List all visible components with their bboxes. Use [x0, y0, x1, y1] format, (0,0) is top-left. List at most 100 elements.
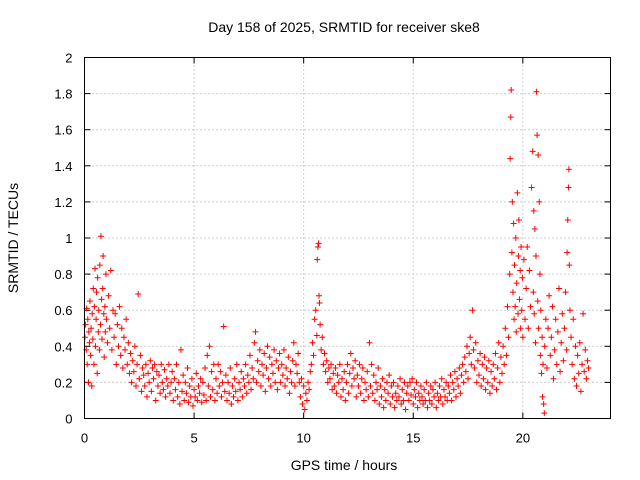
data-point — [231, 375, 238, 382]
data-point — [157, 390, 164, 397]
data-point — [271, 346, 278, 353]
data-point — [347, 350, 354, 357]
data-point — [192, 393, 199, 400]
data-point — [509, 289, 516, 296]
data-point — [547, 352, 554, 359]
data-point — [355, 383, 362, 390]
x-tick-label: 0 — [81, 431, 88, 446]
data-point — [291, 383, 298, 390]
data-point — [82, 321, 89, 328]
y-tick-label: 2 — [65, 51, 72, 66]
data-point — [159, 379, 166, 386]
data-point — [476, 372, 482, 379]
data-point — [541, 410, 548, 417]
data-point — [257, 383, 264, 390]
data-point — [122, 346, 129, 353]
data-point — [88, 325, 95, 332]
data-point — [228, 401, 235, 408]
data-point — [165, 361, 172, 368]
data-point — [153, 368, 160, 375]
data-point — [481, 354, 488, 361]
data-point — [540, 401, 547, 408]
data-point — [98, 296, 105, 303]
data-point — [585, 364, 592, 371]
data-point — [91, 303, 98, 310]
data-point — [126, 370, 133, 377]
data-point — [345, 390, 352, 397]
data-point — [151, 361, 158, 368]
data-point — [446, 390, 453, 397]
data-point — [574, 352, 581, 359]
data-point — [317, 321, 324, 328]
data-point — [396, 393, 403, 400]
y-tick-label: 0.4 — [54, 339, 72, 354]
data-point — [282, 383, 289, 390]
data-point — [85, 328, 92, 335]
data-point — [314, 256, 321, 263]
data-point — [203, 397, 210, 404]
data-point — [474, 357, 481, 364]
data-point — [560, 357, 567, 364]
data-point — [519, 334, 526, 341]
data-point — [276, 350, 283, 357]
data-point — [93, 289, 100, 296]
data-point — [128, 379, 135, 386]
data-point — [463, 343, 470, 350]
data-point — [234, 397, 241, 404]
data-point — [577, 388, 584, 395]
data-point — [491, 375, 498, 382]
data-point — [275, 364, 282, 371]
data-point — [209, 386, 216, 393]
data-point — [573, 383, 580, 390]
data-point — [285, 354, 292, 361]
data-point — [99, 336, 106, 343]
data-point — [543, 364, 550, 371]
data-point — [219, 379, 226, 386]
data-point — [161, 366, 168, 373]
data-point — [461, 354, 468, 361]
data-point — [264, 343, 271, 350]
data-point — [411, 386, 418, 393]
data-point — [458, 372, 465, 379]
data-point — [505, 334, 512, 341]
data-point — [152, 397, 159, 404]
y-tick-label: 1 — [65, 231, 72, 246]
data-point — [239, 393, 246, 400]
data-point — [189, 402, 196, 409]
data-point — [552, 316, 559, 323]
data-point — [435, 397, 442, 404]
data-point — [465, 375, 472, 382]
data-point — [226, 390, 233, 397]
x-tick-label: 20 — [516, 431, 530, 446]
data-point — [371, 397, 378, 404]
data-point — [102, 271, 109, 278]
data-point — [84, 361, 91, 368]
data-point — [286, 390, 293, 397]
data-point — [146, 379, 153, 386]
data-point — [532, 339, 539, 346]
data-point — [277, 379, 284, 386]
data-point — [86, 298, 93, 305]
data-point — [325, 364, 332, 371]
data-point — [252, 328, 259, 335]
data-point — [428, 401, 435, 408]
data-point — [328, 361, 335, 368]
data-point — [398, 401, 405, 408]
data-point — [93, 316, 100, 323]
data-point — [95, 328, 102, 335]
data-point — [164, 383, 171, 390]
data-point — [318, 346, 325, 353]
y-axis-label: SRMTID / TECUs — [5, 183, 21, 293]
data-point — [564, 216, 571, 223]
data-point — [486, 390, 493, 397]
data-point — [182, 379, 189, 386]
data-point — [301, 406, 308, 413]
data-point — [92, 343, 99, 350]
data-point — [374, 386, 381, 393]
data-point — [500, 343, 507, 350]
data-point — [94, 274, 101, 281]
data-point — [508, 249, 515, 256]
data-point — [240, 375, 247, 382]
y-tick-label: 0.8 — [54, 267, 72, 282]
